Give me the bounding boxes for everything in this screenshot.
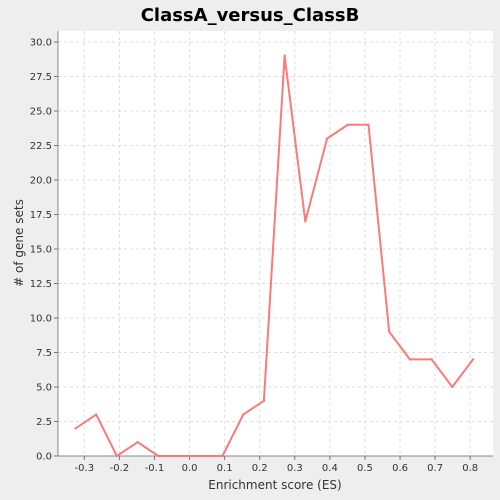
data-point	[304, 220, 307, 223]
y-tick-label: 20.0	[30, 176, 52, 187]
y-tick-label: 10.0	[30, 314, 52, 325]
x-tick-label: 0.7	[427, 463, 443, 474]
data-point	[387, 330, 391, 334]
y-tick-label: 22.5	[30, 141, 52, 152]
ticks: 0.0 2.5 5.0 7.5 10.0 12.5 15.0 17.5 20.0 22.5 25.0…	[30, 38, 478, 474]
data-point	[136, 441, 139, 444]
axes	[57, 31, 493, 457]
data-point	[198, 454, 201, 458]
data-point	[74, 427, 77, 430]
y-tick-label: 7.5	[36, 348, 52, 359]
y-axis-label: # of gene sets	[12, 199, 26, 287]
x-tick-label: 0.4	[322, 463, 338, 474]
data-point	[115, 454, 119, 458]
series-line	[74, 54, 474, 457]
series-layer	[74, 54, 475, 458]
data-point	[471, 358, 475, 361]
data-point	[430, 358, 433, 361]
plot-area-background	[58, 31, 493, 456]
chart-title: ClassA_versus_ClassB	[141, 5, 360, 26]
x-tick-label: 0.3	[287, 463, 303, 474]
data-point	[242, 413, 245, 416]
y-tick-label: 17.5	[30, 210, 52, 221]
y-tick-label: 30.0	[30, 38, 52, 49]
data-point	[262, 399, 266, 403]
data-point	[283, 54, 286, 58]
data-point	[95, 413, 98, 416]
x-tick-label: 0.1	[217, 463, 233, 474]
y-tick-label: 0.0	[36, 452, 52, 463]
x-tick-label: -0.1	[145, 463, 165, 474]
data-point	[177, 454, 181, 458]
y-tick-label: 25.0	[30, 107, 52, 118]
data-point	[367, 123, 370, 127]
y-tick-label: 12.5	[30, 279, 52, 290]
grid	[58, 31, 493, 456]
data-point	[221, 454, 224, 458]
data-point	[157, 454, 160, 458]
x-tick-label: 0.6	[392, 463, 408, 474]
x-tick-label: 0.0	[182, 463, 198, 474]
data-point	[325, 137, 329, 140]
x-tick-label: 0.5	[357, 463, 373, 474]
data-point	[408, 358, 412, 361]
data-point	[451, 385, 454, 389]
x-tick-label: 0.2	[252, 463, 268, 474]
y-tick-label: 15.0	[30, 245, 52, 256]
data-point	[346, 123, 349, 127]
x-tick-label: 0.8	[462, 463, 478, 474]
y-tick-label: 2.5	[36, 417, 52, 428]
x-tick-label: -0.2	[110, 463, 130, 474]
x-tick-label: -0.3	[75, 463, 95, 474]
x-axis-label: Enrichment score (ES)	[208, 478, 341, 492]
y-tick-label: 5.0	[36, 383, 52, 394]
y-tick-label: 27.5	[30, 72, 52, 83]
